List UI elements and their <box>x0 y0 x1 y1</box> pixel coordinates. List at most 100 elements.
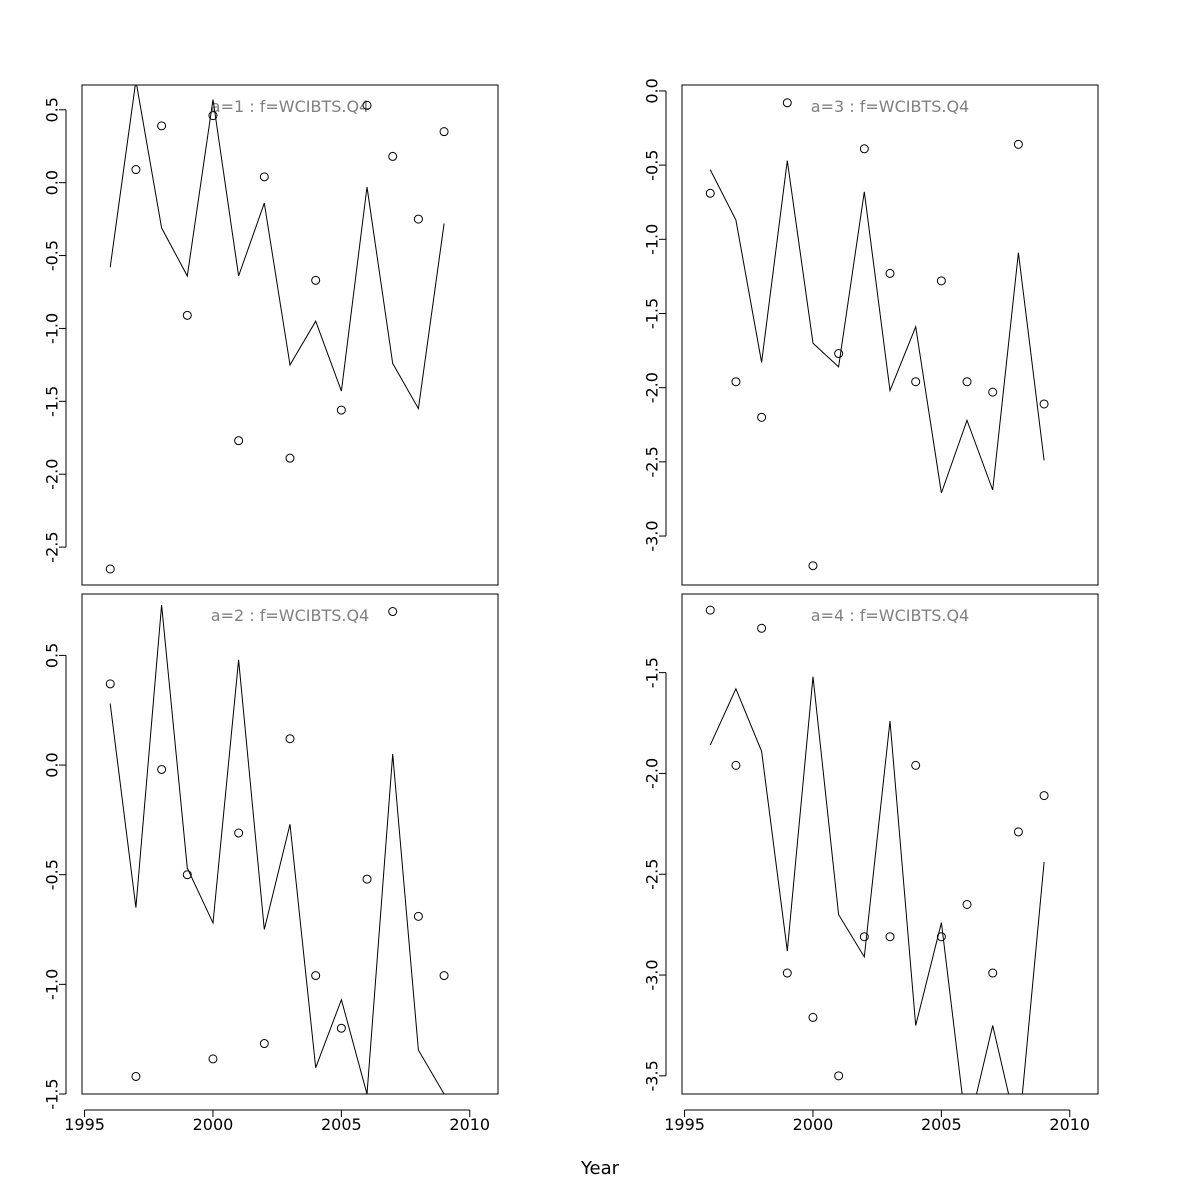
data-point <box>911 377 921 387</box>
data-point <box>362 100 372 110</box>
y-tick-label: 0.5 <box>43 643 62 668</box>
y-tick-label: -2.0 <box>643 758 662 789</box>
y-tick-label: 0.0 <box>43 170 62 195</box>
data-point <box>208 111 218 121</box>
data-point <box>834 349 844 359</box>
panel-3: a=2 : f=WCIBTS.Q4 -1.5 -1.0 -0.5 0.0 0.5 1995 2… <box>43 593 499 1134</box>
panel-title: a=2 : f=WCIBTS.Q4 <box>211 606 369 625</box>
y-tick-label: -2.5 <box>43 531 62 562</box>
data-point <box>131 1071 141 1081</box>
data-point <box>439 971 449 981</box>
data-point <box>936 276 946 286</box>
data-point <box>1039 791 1049 801</box>
y-tick-label: -1.5 <box>43 386 62 417</box>
data-point <box>1039 399 1049 409</box>
y-tick-label: -1.0 <box>43 313 62 344</box>
data-point <box>311 275 321 285</box>
data-point <box>413 214 423 224</box>
panel-frame <box>81 593 499 1095</box>
data-point <box>834 1071 844 1081</box>
panel-4: a=4 : f=WCIBTS.Q4 -3.5 -3.0 -2.5 -2.0 -1.5 199… <box>643 593 1099 1134</box>
series-line <box>709 676 1045 1094</box>
data-point <box>731 760 741 770</box>
data-point <box>808 1012 818 1022</box>
panel-title: a=4 : f=WCIBTS.Q4 <box>811 606 969 625</box>
data-point <box>757 623 767 633</box>
y-tick-label: 0.0 <box>643 78 662 103</box>
data-point <box>962 899 972 909</box>
data-point <box>234 436 244 446</box>
data-point <box>705 605 715 615</box>
y-tick-label: -2.0 <box>43 459 62 490</box>
data-point <box>1013 139 1023 149</box>
panel-data <box>705 98 1049 571</box>
data-point <box>962 377 972 387</box>
data-point <box>259 172 269 182</box>
panels-group: a=1 : f=WCIBTS.Q4 -2.5 -2.0 -1.5 -1.0 -0.5 0.0… <box>43 78 1099 1134</box>
series-line <box>109 85 445 411</box>
y-tick-label: -3.5 <box>643 1060 662 1091</box>
panel-data <box>105 604 449 1094</box>
data-point <box>105 679 115 689</box>
data-point <box>413 911 423 921</box>
panel-data <box>105 85 449 574</box>
x-tick-label: 2010 <box>449 1115 490 1134</box>
data-point <box>808 561 818 571</box>
data-point <box>105 564 115 574</box>
data-point <box>131 165 141 175</box>
data-point <box>705 188 715 198</box>
y-tick-label: -1.5 <box>643 298 662 329</box>
data-point <box>336 405 346 415</box>
data-point <box>362 874 372 884</box>
y-tick-label: -1.5 <box>643 657 662 688</box>
x-tick-label: 2000 <box>193 1115 234 1134</box>
y-tick-label: -1.0 <box>43 969 62 1000</box>
x-tick-label: 2005 <box>321 1115 362 1134</box>
data-point <box>259 1039 269 1049</box>
data-point <box>388 607 398 617</box>
series-line <box>109 604 445 1094</box>
data-point <box>885 932 895 942</box>
y-tick-label: -0.5 <box>43 859 62 890</box>
data-point <box>757 412 767 422</box>
data-point <box>782 98 792 108</box>
panel-data <box>705 605 1049 1094</box>
panel-frame <box>81 84 499 586</box>
y-tick-label: -1.5 <box>43 1078 62 1109</box>
data-point <box>182 870 192 880</box>
y-tick-label: -2.5 <box>643 859 662 890</box>
y-tick-label: 0.5 <box>43 97 62 122</box>
data-point <box>859 144 869 154</box>
data-point <box>731 377 741 387</box>
data-point <box>859 932 869 942</box>
data-point <box>157 121 167 131</box>
data-point <box>911 760 921 770</box>
y-tick-label: -2.0 <box>643 372 662 403</box>
data-point <box>885 268 895 278</box>
panel-frame <box>681 84 1099 586</box>
panel-title: a=1 : f=WCIBTS.Q4 <box>211 97 369 116</box>
y-tick-label: -2.5 <box>643 446 662 477</box>
x-tick-label: 1995 <box>664 1115 705 1134</box>
data-point <box>936 932 946 942</box>
data-point <box>157 764 167 774</box>
y-tick-label: -3.0 <box>643 959 662 990</box>
y-tick-label: -0.5 <box>643 150 662 181</box>
data-point <box>782 968 792 978</box>
panel-frame <box>681 593 1099 1095</box>
data-point <box>336 1023 346 1033</box>
x-tick-label: 2000 <box>793 1115 834 1134</box>
series-line <box>709 160 1045 494</box>
data-point <box>285 453 295 463</box>
y-tick-label: -1.0 <box>643 224 662 255</box>
data-point <box>988 387 998 397</box>
data-point <box>988 968 998 978</box>
data-point <box>182 310 192 320</box>
y-tick-label: -3.0 <box>643 520 662 551</box>
panel-title: a=3 : f=WCIBTS.Q4 <box>811 97 969 116</box>
data-point <box>1013 827 1023 837</box>
data-point <box>208 1054 218 1064</box>
data-point <box>234 828 244 838</box>
